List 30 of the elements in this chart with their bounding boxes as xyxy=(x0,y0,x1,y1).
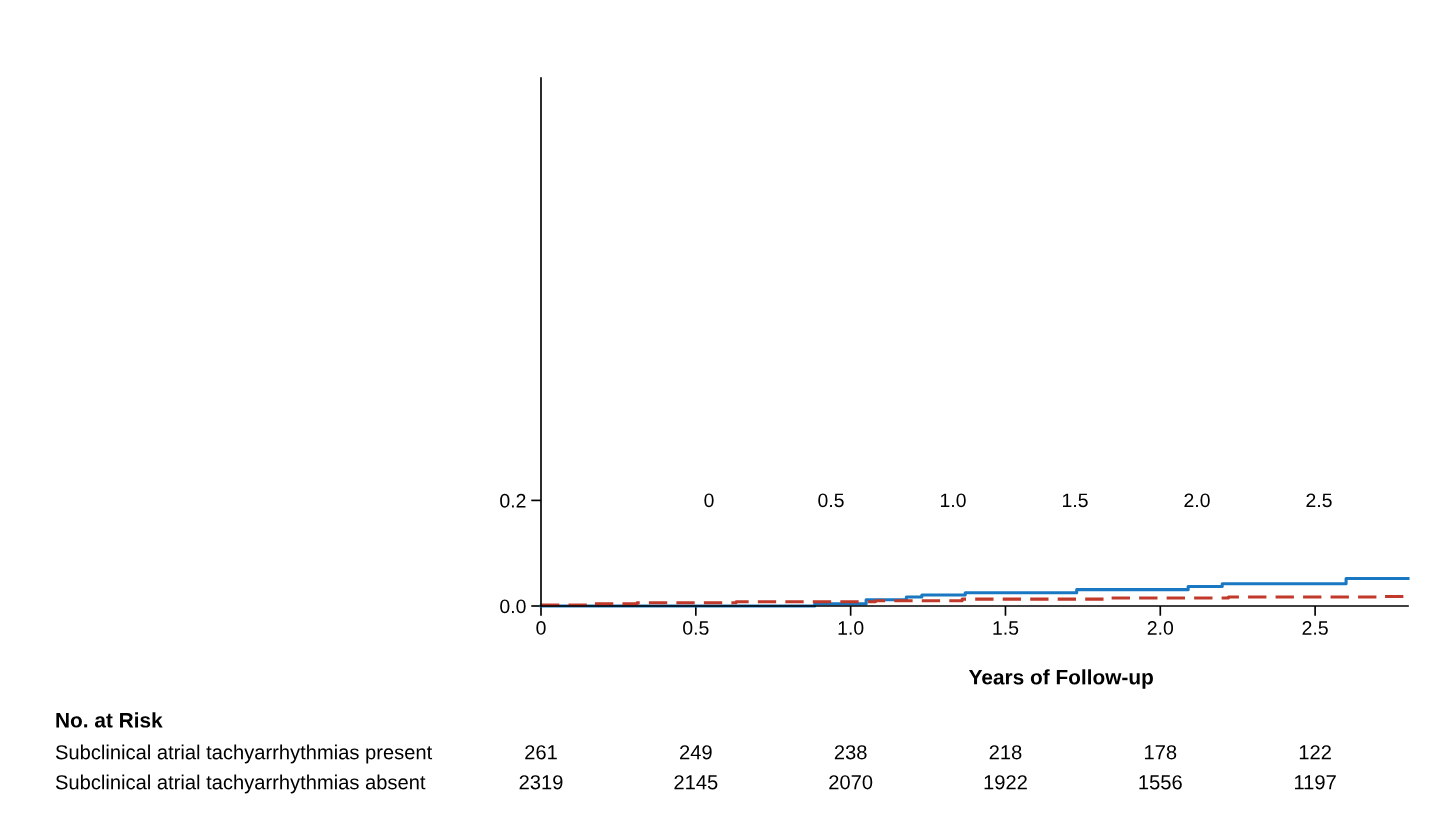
annotation: 0 xyxy=(704,493,714,508)
text: 218 xyxy=(989,745,1022,760)
text: 1556 xyxy=(1139,775,1182,790)
text: 2319 xyxy=(519,775,563,790)
text: 261 xyxy=(525,745,557,760)
x-tick-label: 0.5 xyxy=(683,621,709,635)
x-axis-title: Years of Follow-up xyxy=(968,669,1153,689)
y-tick-label: 0.0 xyxy=(500,599,526,614)
text: No. at Risk xyxy=(56,712,163,728)
text: Subclinical atrial tachyarrhythmias absent xyxy=(55,774,426,794)
annotation: 2.5 xyxy=(1306,493,1332,508)
x-tick-label: 2.0 xyxy=(1147,621,1174,635)
annotation: 1.5 xyxy=(1062,493,1088,508)
text: 122 xyxy=(1299,745,1331,760)
x-tick-label: 1.0 xyxy=(838,621,864,635)
x-tick-label: 2.5 xyxy=(1302,621,1328,635)
text: 1922 xyxy=(984,775,1027,790)
text: 178 xyxy=(1145,745,1177,760)
annotation: 2.0 xyxy=(1184,493,1210,508)
x-tick-label: 1.5 xyxy=(993,621,1019,635)
text: Subclinical atrial tachyarrhythmias present xyxy=(55,744,433,764)
text: 238 xyxy=(834,745,867,760)
x-tick-label: 0 xyxy=(536,621,546,635)
annotation: 1.0 xyxy=(940,493,966,508)
y-tick-label: 0.2 xyxy=(500,493,526,508)
annotation: 0.5 xyxy=(818,493,844,508)
text: 1197 xyxy=(1294,775,1336,790)
text: 2070 xyxy=(829,775,873,790)
text: 2145 xyxy=(674,775,718,790)
text: 249 xyxy=(680,745,712,760)
